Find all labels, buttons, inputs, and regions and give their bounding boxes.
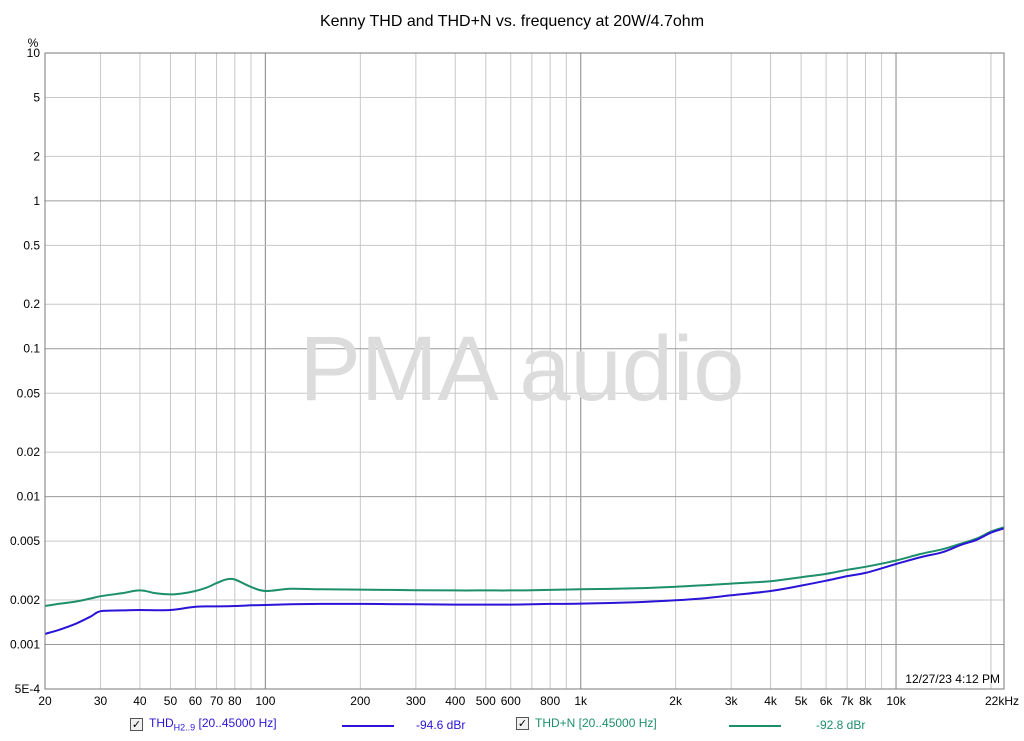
x-tick-label: 500	[476, 694, 496, 708]
thd-checkbox[interactable]: ✓	[130, 717, 143, 731]
y-tick-label: 0.01	[17, 490, 41, 504]
x-tick-label: 300	[406, 694, 426, 708]
x-tick-label: 3k	[725, 694, 739, 708]
x-tick-label: 50	[164, 694, 178, 708]
legend-label-thd: THDH2..9 [20..45000 Hz]	[149, 716, 277, 732]
x-tick-label: 2k	[669, 694, 683, 708]
timestamp: 12/27/23 4:12 PM	[905, 672, 1000, 686]
x-tick-label: 20	[38, 694, 52, 708]
series-line-thd	[44, 527, 1005, 635]
x-tick-label: 100	[255, 694, 275, 708]
legend-label-thd-range: [20..45000 Hz]	[195, 716, 277, 730]
chart-title: Kenny THD and THD+N vs. frequency at 20W…	[320, 13, 704, 30]
x-tick-label: 5k	[795, 694, 809, 708]
y-tick-label: 10	[27, 46, 41, 60]
legend-label-thd-sub: H2..9	[173, 722, 196, 733]
legend-swatch-thdn	[729, 725, 781, 727]
thd-chart: Kenny THD and THD+N vs. frequency at 20W…	[10, 13, 1019, 708]
x-tick-label: 8k	[859, 694, 873, 708]
legend-label-thdn: THD+N [20..45000 Hz]	[535, 716, 657, 730]
y-tick-label: 0.002	[10, 593, 40, 607]
x-tick-label: 200	[350, 694, 370, 708]
legend-value-thdn: -92.8 dBr	[816, 718, 866, 732]
x-tick-label: 1k	[574, 694, 588, 708]
y-tick-labels: 10 5 2 1 0.5 0.2 0.1 0.05 0.02 0.01 0.005 0.002 0.00…	[10, 46, 40, 696]
legend-value-thd: -94.6 dBr	[416, 718, 466, 732]
y-tick-label: 0.005	[10, 534, 40, 548]
legend-item-thd[interactable]: ✓ THDH2..9 [20..45000 Hz]	[130, 716, 277, 732]
x-tick-label: 60	[189, 694, 203, 708]
x-tick-label: 7k	[841, 694, 855, 708]
series-line-thdn	[44, 526, 1005, 607]
y-tick-label: 1	[33, 194, 40, 208]
legend-swatch-thd	[342, 725, 394, 727]
x-tick-label: 4k	[764, 694, 778, 708]
y-tick-label: 0.2	[23, 297, 40, 311]
y-tick-label: 0.1	[23, 342, 40, 356]
y-axis-unit: %	[28, 36, 39, 50]
y-tick-label: 0.02	[17, 445, 41, 459]
plot-border	[44, 52, 1005, 690]
thdn-checkbox[interactable]: ✓	[516, 716, 529, 730]
y-tick-label: 5	[33, 91, 40, 105]
y-tick-label: 5E-4	[15, 682, 41, 696]
x-tick-label: 400	[445, 694, 465, 708]
x-tick-labels: 20 30 40 50 60 70 80 100 200 300 400 500 600 800 1k 2k 3…	[38, 694, 1019, 708]
legend-label-thd-main: THD	[149, 716, 174, 730]
y-tick-label: 2	[33, 149, 40, 163]
x-tick-label: 80	[228, 694, 242, 708]
x-tick-label: 10k	[886, 694, 906, 708]
x-tick-label: 30	[94, 694, 108, 708]
y-tick-label: 0.001	[10, 637, 40, 651]
y-tick-label: 0.05	[17, 386, 41, 400]
x-tick-label: 6k	[820, 694, 834, 708]
x-tick-label: 22kHz	[985, 694, 1019, 708]
legend: ✓ THDH2..9 [20..45000 Hz] -94.6 dBr ✓ TH…	[0, 712, 1024, 740]
y-tick-label: 0.5	[23, 238, 40, 252]
legend-item-thdn[interactable]: ✓ THD+N [20..45000 Hz]	[516, 716, 657, 730]
watermark: PMA audio	[300, 318, 745, 420]
x-tick-label: 40	[133, 694, 147, 708]
x-tick-label: 600	[501, 694, 521, 708]
series-group	[44, 526, 1005, 635]
x-tick-label: 800	[540, 694, 560, 708]
x-tick-label: 70	[210, 694, 224, 708]
